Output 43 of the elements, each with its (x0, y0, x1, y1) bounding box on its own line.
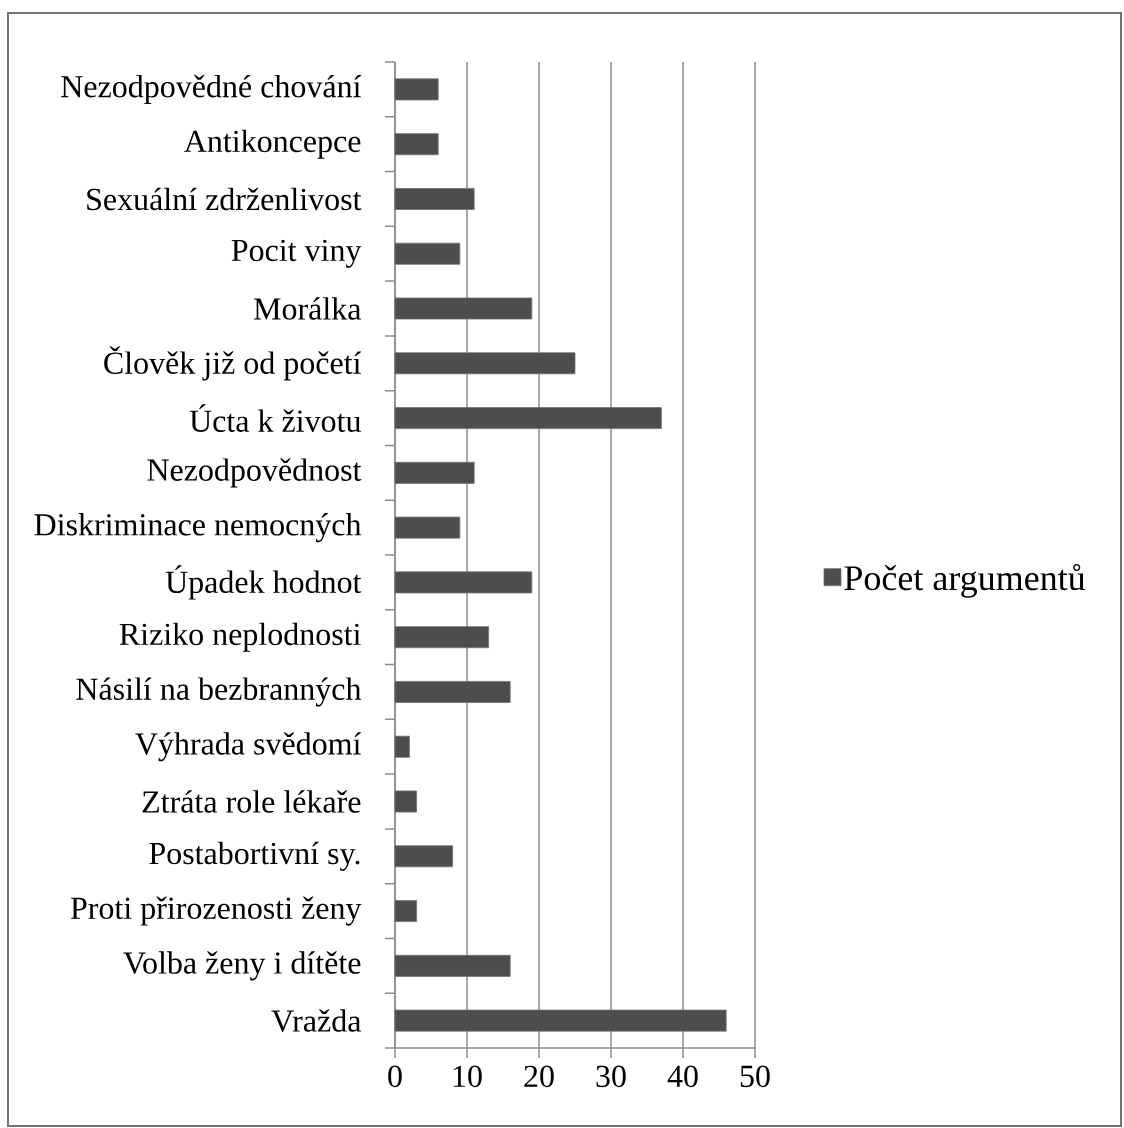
y-tick-label: Morálka (253, 297, 362, 320)
bar (394, 461, 475, 484)
y-tick-label: Riziko neplodnosti (119, 622, 361, 652)
y-tick-label: Nezodpovědné chování (61, 74, 362, 104)
y-tick-label: Pocit viny (231, 239, 362, 268)
y-tick-label: Nezodpovědnost (147, 458, 362, 488)
y-tick-label: Proti přirozenosti ženy (70, 896, 362, 926)
bar (394, 133, 439, 156)
bar (394, 571, 533, 594)
y-tick-label: Ztráta role lékaře (142, 790, 361, 813)
x-tick-label: 0 (388, 1065, 402, 1088)
y-tick-label: Násilí na bezbranných (76, 677, 362, 707)
legend-label: Počet argumentů (844, 563, 1086, 598)
y-tick-label: Vražda (271, 1009, 362, 1032)
bar (394, 407, 662, 430)
bar (394, 1009, 727, 1032)
bar (394, 845, 453, 868)
y-tick-label: Diskriminace nemocných (34, 513, 362, 543)
x-tick-label: 20 (524, 1065, 554, 1088)
bar (394, 516, 461, 539)
bar (394, 900, 417, 923)
bar (394, 78, 439, 101)
bar (394, 681, 511, 703)
bar (394, 790, 417, 813)
y-tick-label: Úcta k životu (189, 404, 361, 432)
y-tick-label: Úpadek hodnot (165, 565, 362, 600)
y-tick-label: Antikoncepce (184, 129, 361, 159)
y-tick-label: Sexuální zdrženlivost (87, 187, 362, 211)
bar (394, 297, 533, 320)
bar (394, 626, 489, 649)
bar (394, 735, 410, 758)
y-tick-label: Člověk již od početí (104, 346, 362, 381)
y-tick-label: Výhrada svědomí (135, 732, 362, 762)
bar (394, 242, 461, 265)
bar (394, 352, 576, 375)
x-tick-label: 40 (667, 1065, 698, 1088)
y-tick-label: Volba ženy i dítěte (123, 951, 361, 981)
y-tick-label: Postabortivní sy. (149, 841, 360, 871)
x-tick-label: 30 (596, 1065, 626, 1088)
bar (394, 954, 511, 977)
bar (394, 188, 475, 210)
x-tick-label: 50 (740, 1065, 770, 1088)
x-tick-label: 10 (453, 1065, 482, 1088)
